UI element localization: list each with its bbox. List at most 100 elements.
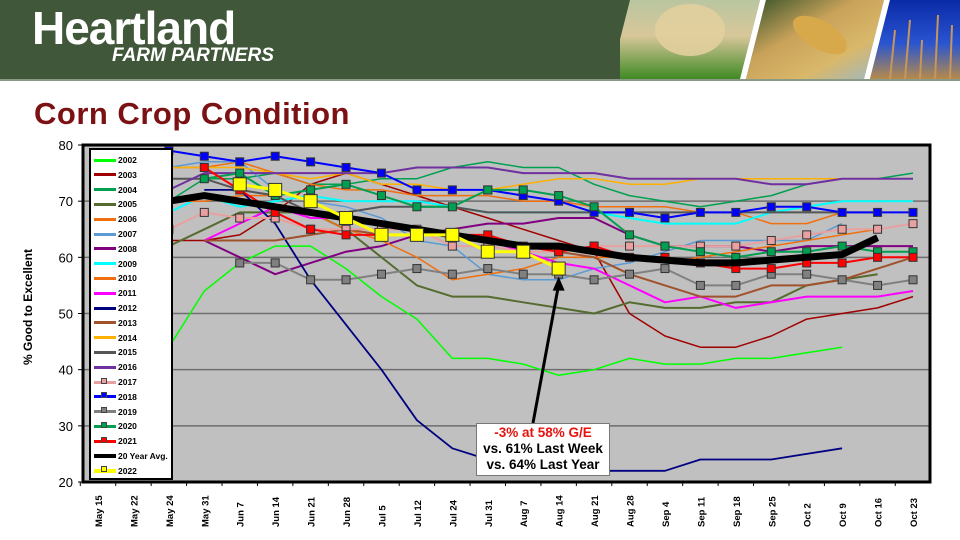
legend-swatch [94,321,116,325]
legend-swatch [94,465,116,473]
x-tick-label: May 24 [165,495,176,527]
legend-label: 2015 [118,347,137,358]
legend-item: 2006 [94,212,137,226]
legend-swatch [94,365,116,369]
legend-swatch [94,217,116,221]
series-2014 [168,166,878,191]
legend-swatch [94,202,116,206]
legend-label: 2008 [118,243,137,254]
legend-swatch [94,232,116,236]
legend-item: 2004 [94,183,137,197]
legend-item: 2008 [94,242,137,256]
x-tick-label: May 15 [94,495,105,527]
x-tick-label: Aug 7 [519,501,530,527]
legend-swatch [94,421,116,428]
legend-swatch [94,276,116,280]
legend-label: 20 Year Avg. [118,451,168,461]
legend-item: 2007 [94,227,137,241]
x-tick-label: Oct 2 [803,503,814,527]
legend-label: 2014 [118,332,137,343]
legend-item: 2018 [94,390,137,404]
legend-item: 2014 [94,331,137,345]
legend-swatch [94,377,116,384]
legend-swatch [94,188,116,192]
legend-item: 2003 [94,168,137,182]
callout-line-2: vs. 61% Last Week [483,441,603,456]
legend-swatch [94,454,116,458]
legend-item: 2005 [94,197,137,211]
series-2019 [235,258,918,290]
x-tick-label: Oct 16 [874,498,885,527]
series-2016 [168,166,913,191]
legend-item: 2013 [94,316,137,330]
legend-swatch [94,158,116,162]
x-tick-label: Jul 31 [484,499,495,527]
legend-label: 2003 [118,169,137,180]
x-tick-label: Sep 11 [696,496,707,527]
legend-item: 2012 [94,301,137,315]
legend-item: 2016 [94,360,137,374]
y-tick-label: 60 [59,250,73,265]
legend-label: 2019 [118,406,137,417]
y-tick-label: 50 [59,307,73,322]
legend-item: 2002 [94,153,137,167]
legend-swatch [94,291,116,295]
y-tick-label: 80 [59,138,73,153]
x-tick-label: Jun 7 [236,502,247,527]
chart-legend: 2002 2003 2004 2005 2006 2007 2008 2009 2010 2011… [89,148,173,480]
legend-item: 2009 [94,257,137,271]
x-tick-label: Jul 24 [448,499,459,527]
series-2005 [168,211,878,315]
legend-label: 2007 [118,229,137,239]
y-tick-label: 40 [59,363,73,378]
callout-line-1: -3% at 58% G/E [494,425,592,440]
legend-label: 2017 [118,377,137,387]
legend-item: 20 Year Avg. [94,449,168,463]
legend-item: 2022 [94,464,137,478]
legend-label: 2016 [118,362,137,373]
x-tick-label: Oct 9 [838,503,849,527]
series-2008 [203,217,913,276]
x-tick-label: Jun 21 [307,496,318,527]
legend-item: 2010 [94,271,137,285]
legend-swatch [94,173,116,177]
page-title: Corn Crop Condition [34,96,350,131]
legend-label: 2013 [118,317,137,328]
legend-swatch [94,350,116,354]
legend-label: 2011 [118,288,137,299]
legend-label: 2009 [118,258,137,269]
x-tick-label: Sep 18 [732,496,743,527]
banner-divider [0,79,960,81]
legend-item: 2011 [94,286,136,300]
legend-label: 2004 [118,184,137,195]
legend-swatch [94,407,116,414]
x-tick-label: Jul 12 [413,500,424,527]
legend-swatch [94,392,116,399]
x-tick-label: Jun 14 [271,496,282,527]
legend-swatch [94,306,116,310]
legend-label: 2006 [118,214,137,225]
legend-swatch [94,336,116,340]
legend-label: 2005 [118,199,137,210]
series-2021 [199,162,918,274]
legend-label: 2012 [118,303,137,313]
annotation-arrow [531,284,561,424]
x-tick-label: Jul 5 [377,505,388,527]
callout-line-3: vs. 64% Last Year [486,457,600,472]
header-photos [620,0,960,79]
legend-label: 2021 [118,436,137,447]
legend-item: 2021 [94,434,137,448]
y-tick-label: 30 [59,419,73,434]
x-tick-label: Aug 28 [626,495,637,527]
x-tick-label: May 31 [200,495,211,527]
legend-label: 2010 [118,273,137,284]
x-tick-label: Sep 4 [661,501,672,527]
legend-label: 2018 [118,391,137,402]
x-tick-label: Oct 23 [909,498,920,527]
legend-swatch [94,247,116,251]
series-2015 [168,177,878,214]
plot-border [81,143,932,484]
x-tick-label: Aug 14 [555,495,566,527]
y-axis-label: % Good to Excellent [21,249,35,366]
legend-item: 2015 [94,345,137,359]
